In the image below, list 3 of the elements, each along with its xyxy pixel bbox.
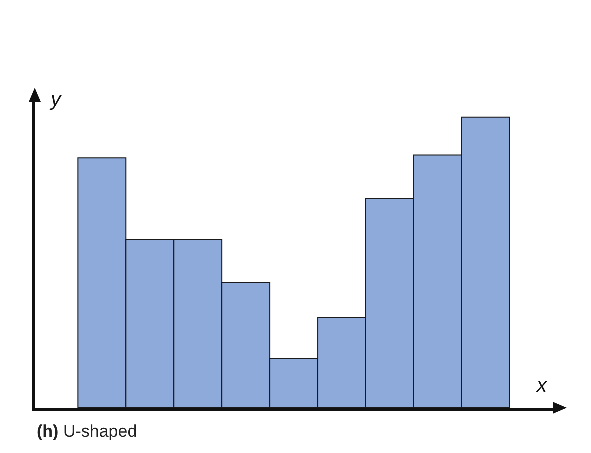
x-axis-title: x [536, 375, 548, 397]
text: (h) U-shaped [37, 422, 138, 441]
y-axis-title: y [49, 89, 62, 111]
